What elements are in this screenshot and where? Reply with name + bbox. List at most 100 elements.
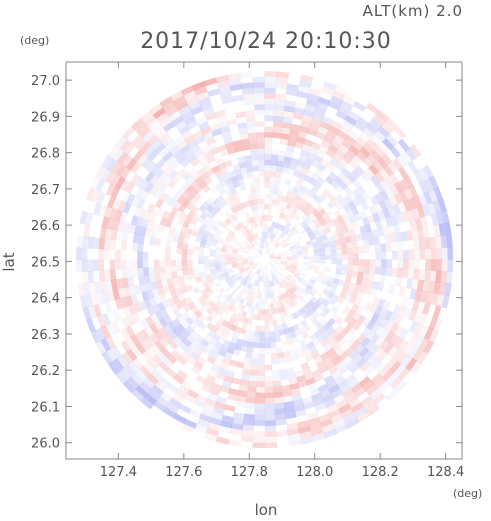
velocity-cell (150, 164, 161, 176)
velocity-cell (151, 205, 161, 216)
velocity-cell (334, 222, 342, 230)
velocity-cell (271, 369, 281, 376)
y-tick-label: 26.5 (31, 255, 60, 270)
velocity-cell (284, 236, 290, 242)
velocity-cell (294, 272, 301, 277)
velocity-cell (264, 425, 277, 432)
velocity-cell (312, 397, 325, 407)
velocity-cell (413, 269, 420, 280)
velocity-cell (325, 334, 335, 344)
velocity-cell (374, 145, 386, 158)
velocity-cell (310, 238, 318, 244)
velocity-cell (294, 182, 302, 190)
velocity-cell (164, 165, 175, 176)
velocity-cell (172, 192, 182, 202)
velocity-cell (286, 296, 293, 303)
velocity-cell (263, 242, 265, 249)
velocity-cell (181, 248, 188, 255)
velocity-cell (319, 388, 332, 398)
velocity-cell (181, 259, 188, 266)
velocity-cell (230, 324, 238, 332)
velocity-cell (423, 178, 434, 192)
velocity-cell (338, 232, 345, 240)
velocity-cell (276, 71, 290, 79)
velocity-cell (407, 160, 419, 174)
velocity-cell (392, 348, 404, 361)
velocity-cell (378, 380, 391, 393)
velocity-cell (214, 262, 221, 267)
velocity-cell (282, 395, 294, 403)
velocity-cell (192, 81, 206, 91)
velocity-cell (250, 265, 256, 269)
velocity-cell (130, 294, 139, 305)
velocity-cell (227, 202, 235, 209)
velocity-cell (241, 279, 247, 285)
velocity-cell (98, 204, 108, 217)
velocity-cell (375, 315, 385, 327)
velocity-cell (269, 171, 277, 178)
velocity-cell (85, 212, 94, 226)
velocity-cell (296, 268, 303, 273)
velocity-cell (267, 264, 271, 270)
velocity-cell (268, 269, 272, 276)
velocity-cell (287, 139, 297, 148)
velocity-cell (209, 262, 216, 267)
velocity-cell (90, 176, 101, 190)
velocity-cell (270, 260, 276, 262)
velocity-cell (398, 286, 407, 297)
velocity-cell (184, 394, 197, 404)
velocity-cell (313, 329, 323, 338)
velocity-cell (444, 283, 452, 297)
velocity-cell (252, 314, 258, 321)
velocity-cell (87, 305, 97, 319)
velocity-cell (254, 233, 258, 240)
velocity-cell (248, 283, 253, 290)
velocity-cell (285, 237, 291, 243)
velocity-cell (251, 193, 257, 200)
velocity-cell (187, 259, 193, 265)
velocity-cell (232, 266, 239, 271)
velocity-cell (336, 259, 343, 265)
velocity-cell (402, 268, 409, 279)
velocity-cell (255, 268, 260, 274)
velocity-cell (223, 136, 234, 145)
velocity-cell (303, 401, 315, 410)
velocity-cell (172, 336, 183, 347)
velocity-cell (328, 240, 336, 247)
velocity-cell (168, 198, 178, 208)
velocity-cell (287, 428, 300, 436)
velocity-cell (154, 330, 164, 341)
velocity-cell (231, 257, 237, 260)
velocity-cell (235, 198, 242, 205)
velocity-cell (361, 278, 368, 287)
velocity-cell (317, 226, 325, 233)
velocity-cell (237, 309, 244, 316)
velocity-cell (123, 142, 136, 156)
velocity-cell (206, 355, 216, 365)
velocity-cell (257, 154, 265, 160)
velocity-cell (293, 240, 300, 245)
velocity-cell (240, 138, 250, 146)
velocity-cell (262, 231, 265, 238)
velocity-cell (311, 241, 319, 247)
velocity-cell (328, 125, 340, 135)
velocity-cell (242, 424, 255, 432)
velocity-cell (176, 369, 188, 380)
velocity-cell (362, 238, 370, 247)
velocity-cell (120, 328, 131, 341)
velocity-cell (274, 330, 280, 337)
velocity-cell (250, 265, 256, 270)
velocity-cell (267, 232, 271, 238)
velocity-cell (184, 347, 194, 357)
velocity-cell (155, 280, 163, 289)
velocity-cell (225, 190, 233, 198)
velocity-cell (250, 234, 255, 241)
velocity-cell (230, 428, 243, 436)
velocity-cell (257, 281, 261, 287)
velocity-cell (253, 176, 260, 183)
velocity-cell (377, 282, 385, 292)
velocity-cell (105, 323, 116, 336)
velocity-cell (165, 240, 173, 248)
velocity-cell (177, 236, 185, 244)
velocity-cell (214, 109, 226, 118)
